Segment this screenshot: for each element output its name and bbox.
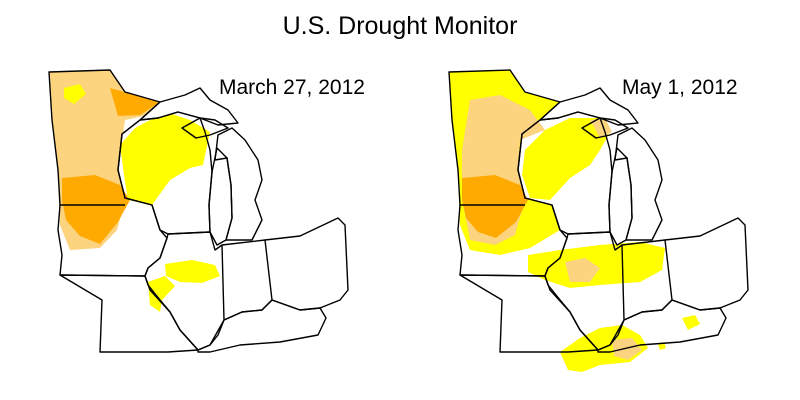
abnormally-dry-area [64,84,86,104]
state-borders [48,69,349,353]
severe-drought-area [462,175,528,238]
moderate-drought-area [612,338,642,360]
abnormally-dry-area [528,242,665,288]
page-title: U.S. Drought Monitor [282,12,518,40]
abnormally-dry-area [560,325,648,372]
map-date-label: March 27, 2012 [219,76,365,99]
state-borders [448,69,749,353]
drought-shading [449,70,700,372]
severe-drought-area [62,175,130,244]
abnormally-dry-area [165,260,220,283]
abnormally-dry-area [148,276,175,312]
moderate-drought-area [565,258,600,282]
severe-drought-area [110,88,160,116]
abnormally-dry-area [682,315,700,330]
abnormally-dry-area [120,114,210,205]
drought-map-march [48,69,349,353]
map-date-label: May 1, 2012 [622,76,738,99]
moderate-drought-area [590,118,612,138]
abnormally-dry-area [522,118,610,200]
